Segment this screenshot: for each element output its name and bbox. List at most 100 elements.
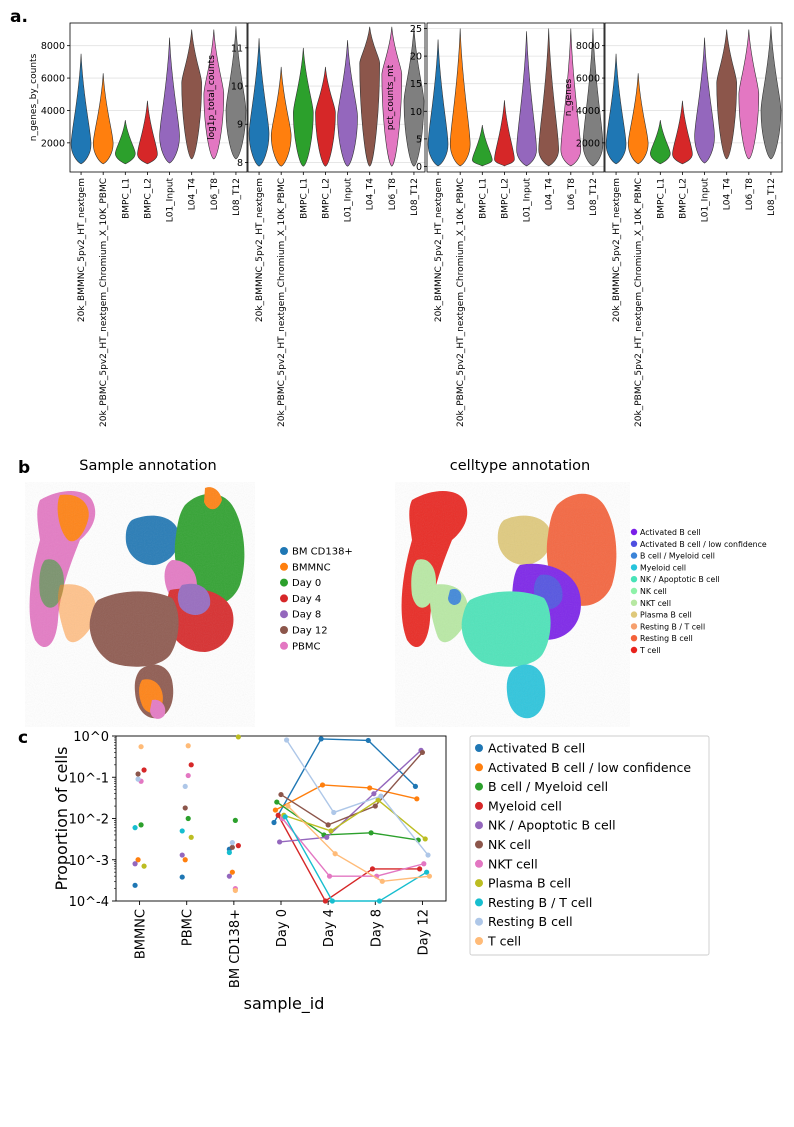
y-tick-label: 10^-4: [69, 895, 109, 910]
x-tick-label: L04_T4: [366, 178, 376, 210]
series-line: [286, 739, 429, 856]
legend-box: [469, 735, 710, 956]
series-4: [141, 762, 423, 904]
legend-marker: [475, 782, 483, 791]
y-axis-label: n_genes_by_counts: [29, 53, 39, 141]
legend-label: Resting B / T cell: [488, 895, 592, 910]
legend-marker: [630, 552, 638, 559]
plot-frame: [426, 22, 605, 173]
x-tick-label: BMPC_L1: [299, 178, 309, 219]
series-10: [135, 737, 431, 858]
series-3: [138, 799, 421, 843]
panel-a-label: a.: [10, 7, 28, 27]
legend-marker: [475, 937, 483, 945]
data-point: [282, 814, 288, 820]
legend-marker: [630, 528, 638, 536]
data-point: [318, 736, 324, 742]
legend-marker: [280, 610, 288, 619]
series-2: [135, 782, 420, 875]
data-point: [182, 783, 188, 790]
y-tick-label: 8000: [41, 41, 65, 52]
series-line: [287, 805, 430, 883]
x-tick-label: PBMC: [181, 909, 196, 946]
violin-1: [427, 39, 449, 167]
y-tick-label: 10^-1: [69, 771, 109, 786]
x-tick-label: BMPC_L1: [478, 178, 488, 219]
series-11: [138, 743, 433, 894]
legend-marker: [475, 840, 483, 849]
x-tick-label: 20k_BMMNC_5pv2_HT_nextgem: [77, 178, 87, 322]
y-tick-label: 10^-3: [69, 854, 109, 869]
legend-label: BMMNC: [292, 562, 331, 573]
series-line: [284, 816, 427, 902]
legend-label: Resting B cell: [488, 914, 573, 929]
data-point: [372, 803, 378, 809]
y-tick-label: 10^0: [73, 730, 109, 745]
x-tick-label: L08_T12: [232, 178, 242, 216]
data-point: [328, 828, 334, 834]
legend-label: Activated B cell: [488, 741, 585, 756]
legend-marker: [630, 623, 638, 630]
legend-label: Activated B cell: [640, 528, 701, 537]
plot-frame: [69, 22, 248, 173]
data-point: [326, 873, 333, 879]
data-point: [277, 839, 283, 845]
data-point: [332, 851, 338, 857]
y-tick-label: 2000: [41, 138, 65, 149]
legend-label: B cell / Myeloid cell: [640, 552, 715, 561]
legend-marker: [280, 562, 288, 571]
legend-label: NK / Apoptotic B cell: [488, 818, 616, 833]
data-point: [375, 797, 381, 803]
y-tick-label: 4000: [576, 106, 600, 117]
violin-8: [403, 26, 425, 167]
y-tick-label: 4000: [41, 106, 65, 117]
y-tick-label: 6000: [576, 74, 600, 85]
legend-marker: [630, 540, 638, 547]
x-tick-label: L06_T8: [567, 178, 577, 210]
x-tick-label: L08_T12: [410, 178, 420, 216]
x-tick-label: Day 12: [416, 909, 431, 955]
legend-label: NK / Apoptotic B cell: [640, 575, 720, 584]
data-point: [132, 882, 138, 888]
violin-4: [672, 100, 693, 165]
umap-sample-embedding: [25, 482, 255, 727]
data-point: [179, 828, 185, 834]
data-point: [179, 852, 185, 858]
legend-label: B cell / Myeloid cell: [488, 779, 608, 794]
y-axis-label: log1p_total_counts: [207, 55, 217, 140]
data-point: [135, 771, 141, 777]
data-point: [188, 762, 194, 768]
y-tick-label: 10^-2: [69, 813, 109, 828]
x-tick-label: 20k_PBMC_5pv2_HT_nextgem_Chromium_X_10K_…: [99, 178, 109, 427]
data-point: [229, 869, 235, 875]
celltype-legend: Activated B cell Activated B cell / low c…: [630, 528, 767, 655]
legend-marker: [280, 594, 288, 603]
y-tick-label: 10: [231, 82, 243, 93]
x-tick-label: L01_Input: [701, 178, 711, 223]
series-line: [280, 751, 423, 826]
y-tick-label: 5: [416, 134, 422, 145]
series-line: [281, 818, 425, 877]
legend-marker: [475, 744, 483, 752]
violin-7: [560, 28, 582, 167]
x-tick-label: BMMNC: [134, 909, 149, 959]
violin-plot-2: 8 9 10 11 log1p_total_counts 20k_BMMNC_5pv2_H…: [207, 22, 426, 427]
violin-1: [248, 38, 270, 167]
x-tick-label: BMPC_L1: [121, 178, 131, 219]
y-tick-label: 11: [231, 43, 243, 54]
x-tick-label: 20k_BMMNC_5pv2_HT_nextgem: [255, 178, 265, 322]
data-point: [274, 799, 280, 805]
data-point: [322, 898, 328, 904]
y-tick-label: 0: [416, 162, 422, 173]
y-tick-label: 10: [410, 107, 422, 118]
y-tick-label: 6000: [41, 74, 65, 85]
data-point: [226, 849, 232, 856]
data-point: [369, 866, 376, 872]
legend-label: Day 12: [292, 626, 328, 637]
legend-label: Activated B cell / low confidence: [488, 760, 691, 775]
series-6: [135, 749, 426, 850]
legend-label: NK cell: [640, 587, 667, 596]
legend-marker: [630, 564, 638, 571]
x-tick-label: L08_T12: [767, 178, 777, 216]
data-point: [229, 840, 235, 846]
